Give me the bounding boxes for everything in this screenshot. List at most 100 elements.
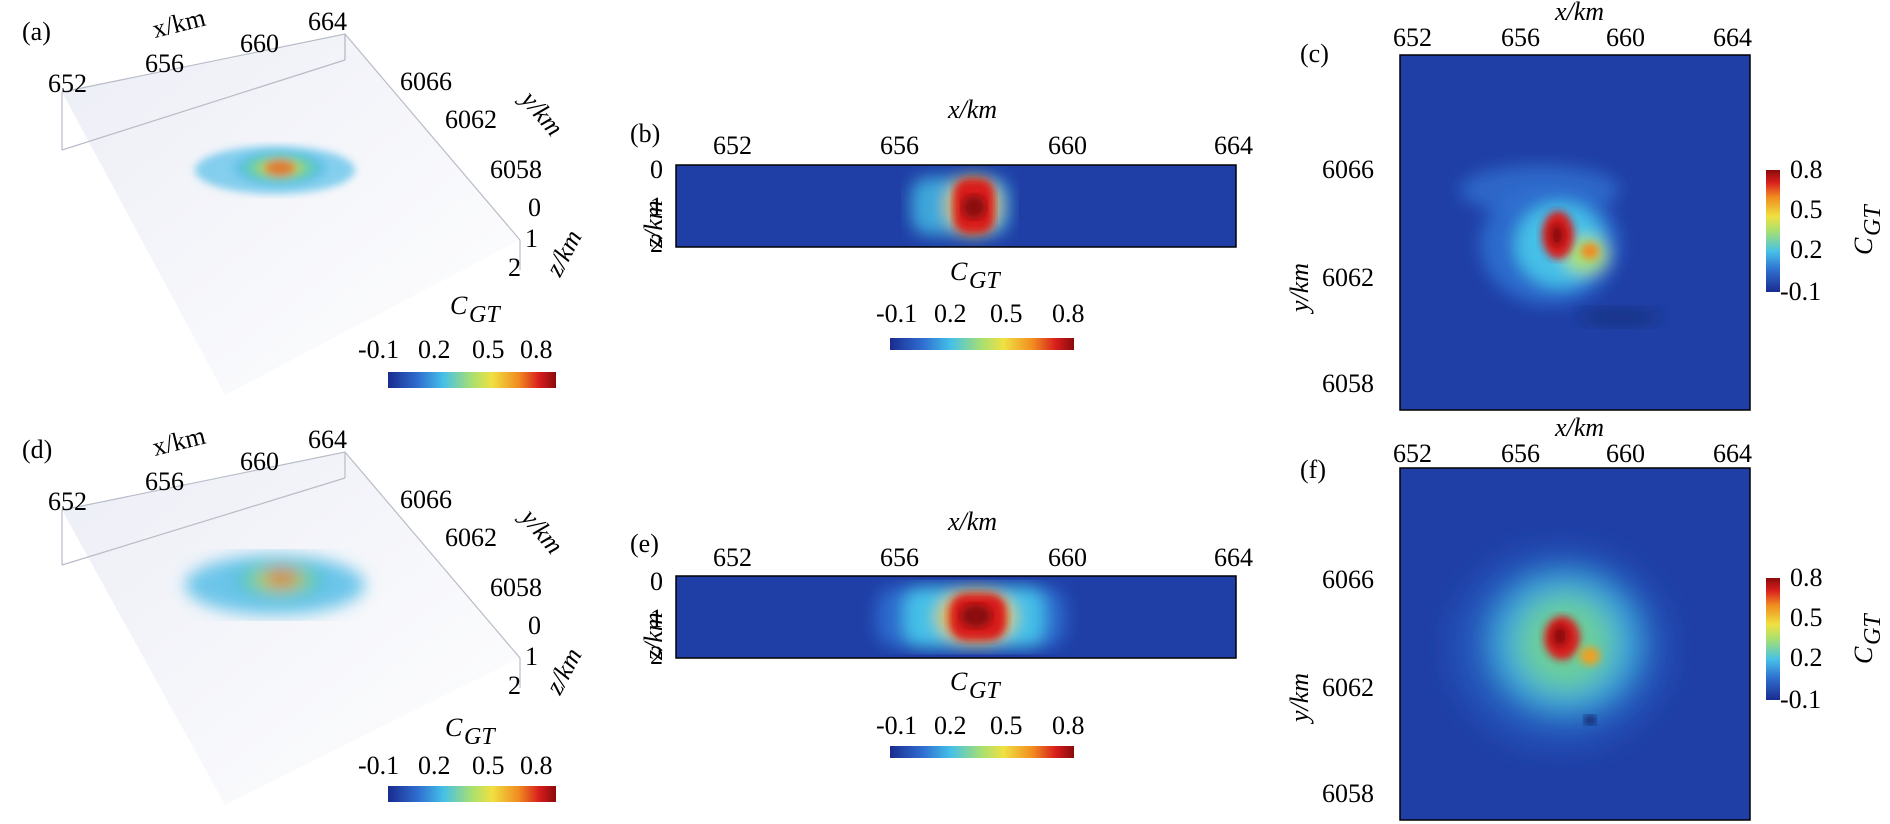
tick-label: 664	[1214, 543, 1253, 572]
tick-label: 656	[880, 543, 919, 572]
z-axis-label: z/km	[539, 643, 587, 700]
tick-label: 0.8	[1052, 711, 1085, 740]
colorbar-gradient	[1766, 170, 1780, 292]
tick-label: 0.5	[1790, 195, 1823, 224]
tick-label: 0.5	[472, 335, 505, 364]
tick-label: 0.2	[418, 335, 451, 364]
tick-label: 652	[48, 487, 87, 516]
tick-label: 664	[1214, 131, 1253, 160]
tick-label: 0.2	[1790, 643, 1823, 672]
tick-label: 6062	[445, 105, 497, 134]
z-axis-label: z/km	[639, 200, 668, 249]
tick-label: 652	[713, 131, 752, 160]
figure-canvas: (a) 652 656 660 664 x/km 6066 6062	[0, 0, 1890, 824]
z-axis-label: z/km	[539, 225, 587, 282]
map-image	[1400, 468, 1750, 820]
colorbar-label: C	[950, 257, 968, 286]
tick-label: 664	[308, 7, 347, 36]
colorbar-label-sub: GT	[1860, 204, 1886, 236]
tick-label: -0.1	[1780, 277, 1821, 306]
tick-label: 6066	[400, 67, 452, 96]
tick-label: 6058	[1322, 369, 1374, 398]
tick-label: 6066	[1322, 565, 1374, 594]
tick-label: 6062	[1322, 673, 1374, 702]
tick-label: 0.8	[520, 751, 553, 780]
tick-label: 656	[1501, 439, 1540, 468]
tick-label: 664	[1713, 439, 1752, 468]
x-axis-label: x/km	[149, 3, 208, 44]
tick-label: 0	[650, 567, 663, 596]
tick-label: 660	[240, 447, 279, 476]
panel-b: (b) x/km 652 656 660 664 0 1 2 z/km C GT…	[630, 95, 1253, 350]
tick-label: -0.1	[876, 711, 917, 740]
tick-label: 656	[1501, 23, 1540, 52]
panel-letter-f: (f)	[1300, 455, 1326, 484]
tick-label: 660	[1048, 543, 1087, 572]
tick-label: 6058	[490, 155, 542, 184]
tick-label: 6062	[1322, 263, 1374, 292]
colorbar-label-sub: GT	[1860, 613, 1886, 645]
panel-a: (a) 652 656 660 664 x/km 6066 6062	[22, 3, 588, 395]
tick-label: 2	[508, 671, 521, 700]
slice-image	[676, 165, 1236, 247]
y-axis-label: y/km	[513, 83, 569, 142]
tick-label: 656	[145, 49, 184, 78]
panel-f: (f) x/km 652 656 660 664 6066 6062 6058 …	[1285, 413, 1886, 820]
tick-label: 6066	[1322, 155, 1374, 184]
tick-label: 664	[308, 425, 347, 454]
tick-label: 0.2	[1790, 235, 1823, 264]
panel-c: (c) x/km 652 656 660 664 6066 6062 6058 …	[1285, 0, 1886, 410]
tick-label: 660	[240, 29, 279, 58]
tick-label: 656	[145, 467, 184, 496]
tick-label: 660	[1048, 131, 1087, 160]
z-ticks: 0 1 2 z/km	[508, 611, 588, 700]
tick-label: -0.1	[358, 335, 399, 364]
tick-label: -0.1	[358, 751, 399, 780]
panel-letter-a: (a)	[22, 17, 51, 46]
colorbar-label: C	[1849, 646, 1878, 664]
x-axis-label: x/km	[947, 95, 997, 124]
colorbar-gradient	[388, 372, 556, 388]
tick-label: 6058	[1322, 779, 1374, 808]
tick-label: 1	[525, 224, 538, 253]
colorbar-gradient	[388, 786, 556, 802]
map-image	[1400, 55, 1750, 410]
tick-label: 6062	[445, 523, 497, 552]
tick-label: -0.1	[1780, 685, 1821, 714]
colorbar-gradient	[890, 338, 1074, 350]
colorbar-label-sub: GT	[969, 268, 1001, 294]
colorbar-gradient	[1766, 578, 1780, 700]
tick-label: 1	[525, 642, 538, 671]
panel-letter-e: (e)	[630, 529, 659, 558]
colorbar-label-sub: GT	[464, 724, 496, 750]
tick-label: 0.5	[1790, 603, 1823, 632]
tick-label: 0.8	[1052, 299, 1085, 328]
anomaly-blob	[185, 555, 365, 615]
tick-label: 660	[1606, 23, 1645, 52]
colorbar-label: C	[950, 667, 968, 696]
tick-label: 0.2	[934, 711, 967, 740]
y-axis-label: y/km	[1285, 673, 1314, 725]
panel-letter-d: (d)	[22, 435, 52, 464]
tick-label: 664	[1713, 23, 1752, 52]
panel-letter-c: (c)	[1300, 39, 1329, 68]
colorbar-label-sub: GT	[969, 678, 1001, 704]
x-axis-label: x/km	[947, 507, 997, 536]
panel-d: (d) 652 656 660 664 x/km 6066 6062 6058 …	[22, 421, 588, 805]
tick-label: 0.8	[520, 335, 553, 364]
tick-label: 0.2	[934, 299, 967, 328]
z-ticks: 0 1 2 z/km	[508, 193, 588, 282]
x-axis-label: x/km	[1554, 413, 1604, 442]
tick-label: 652	[1393, 23, 1432, 52]
panel-e: (e) x/km 652 656 660 664 0 1 2 z/km C GT…	[630, 507, 1253, 758]
tick-label: 0.8	[1790, 563, 1823, 592]
y-axis-label: y/km	[1285, 263, 1314, 315]
tick-label: 0.5	[990, 299, 1023, 328]
tick-label: 0.5	[472, 751, 505, 780]
tick-label: 0	[528, 611, 541, 640]
colorbar-label: C	[450, 291, 468, 320]
tick-label: 6066	[400, 485, 452, 514]
colorbar-label: C	[445, 713, 463, 742]
z-axis-label: z/km	[639, 612, 668, 661]
panel-letter-b: (b)	[630, 119, 660, 148]
